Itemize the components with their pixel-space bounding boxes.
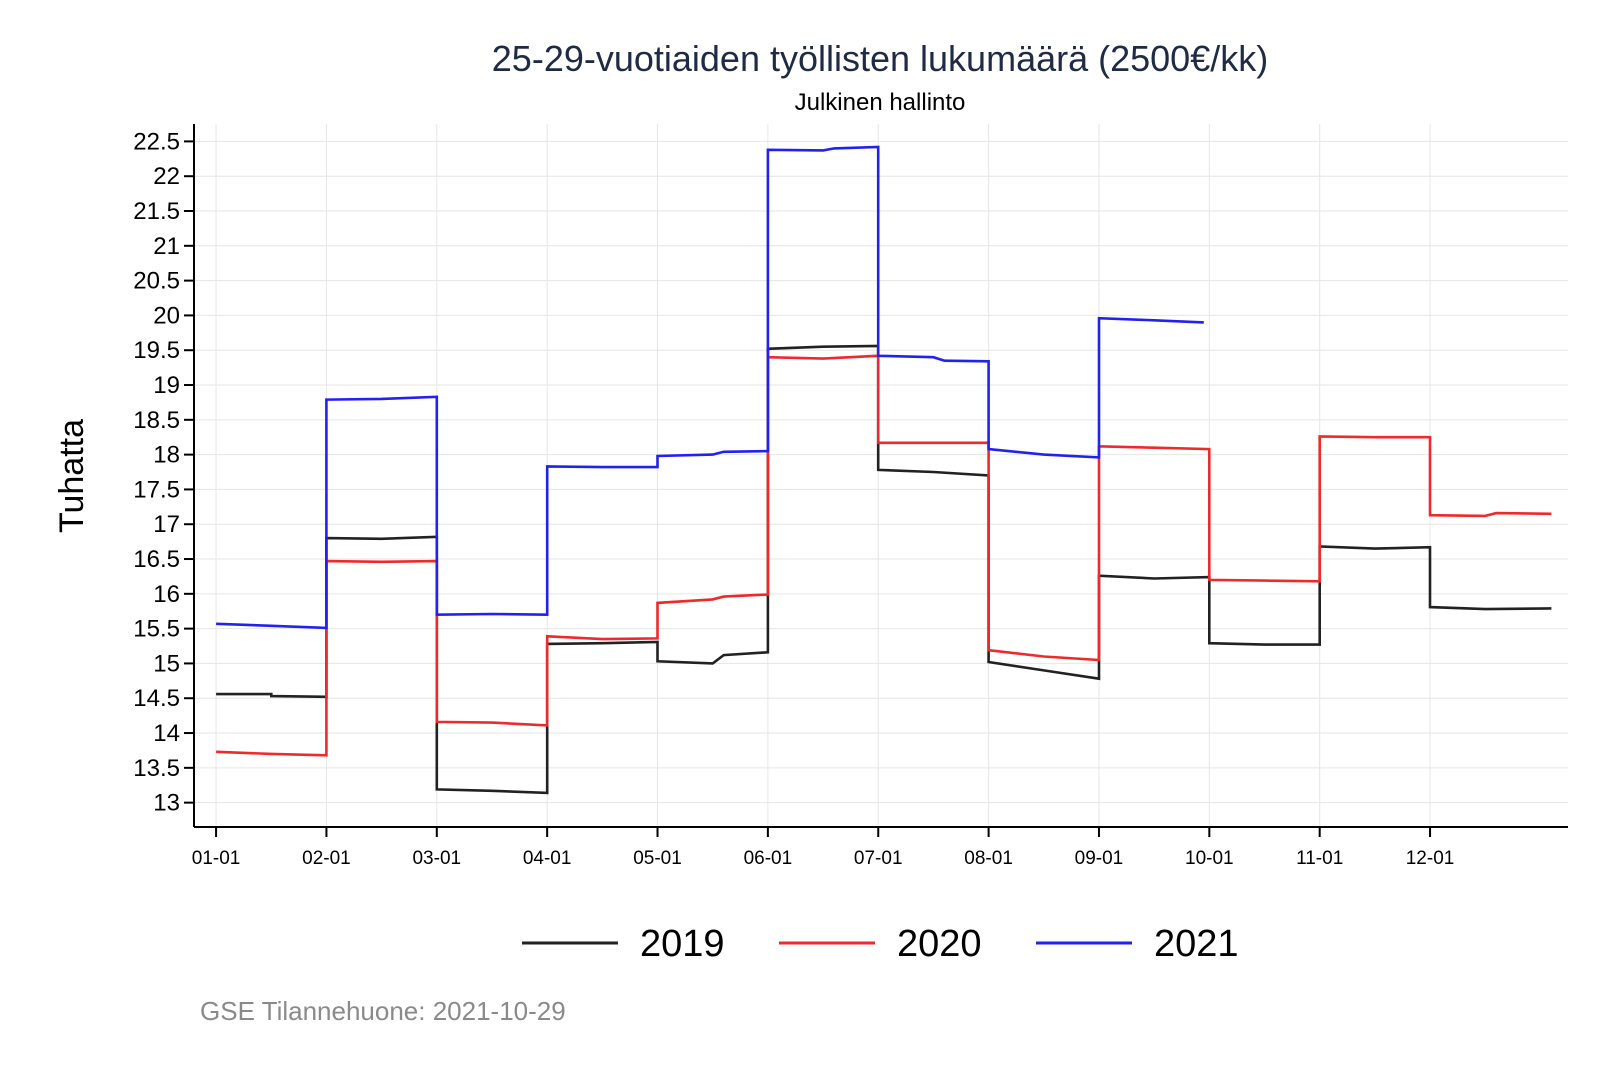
legend: 2019 2020 2021 [522, 923, 1239, 965]
y-tick-label: 16.5 [133, 546, 180, 573]
x-tick-label: 10-01 [1185, 848, 1234, 869]
y-tick-label: 13.5 [133, 755, 180, 782]
gridlines [194, 124, 1568, 827]
series-line-2020 [216, 354, 1552, 757]
series-line-2019 [216, 344, 1552, 795]
y-tick-label: 14.5 [133, 685, 180, 712]
y-tick-label: 17.5 [133, 476, 180, 503]
x-tick-label: 05-01 [633, 848, 682, 869]
chart-subtitle: Julkinen hallinto [795, 89, 966, 116]
legend-label-2020: 2020 [897, 923, 982, 965]
y-tick-label: 20.5 [133, 268, 180, 295]
y-tick-label: 16 [153, 581, 180, 608]
x-tick-label: 07-01 [854, 848, 903, 869]
x-tick-label: 12-01 [1406, 848, 1455, 869]
chart-title: 25-29-vuotiaiden työllisten lukumäärä (2… [492, 38, 1268, 79]
y-tick-label: 15 [153, 650, 180, 677]
x-tick-label: 03-01 [412, 848, 461, 869]
y-axis-label: Tuhatta [53, 419, 91, 533]
series-line-2021 [216, 145, 1204, 630]
source-caption: GSE Tilannehuone: 2021-10-29 [200, 996, 566, 1026]
y-tick-label: 18.5 [133, 407, 180, 434]
y-tick-label: 15.5 [133, 616, 180, 643]
x-tick-label: 04-01 [523, 848, 572, 869]
legend-label-2019: 2019 [640, 923, 725, 965]
y-tick-label: 22.5 [133, 128, 180, 155]
y-tick-label: 22 [153, 163, 180, 190]
y-tick-label: 13 [153, 790, 180, 817]
y-tick-label: 19 [153, 372, 180, 399]
legend-label-2021: 2021 [1154, 923, 1239, 965]
x-tick-label: 01-01 [192, 848, 241, 869]
x-tick-label: 11-01 [1296, 848, 1343, 869]
y-tick-label: 21 [153, 233, 180, 260]
y-tick-label: 21.5 [133, 198, 180, 225]
x-tick-label: 02-01 [302, 848, 351, 869]
series-lines [216, 145, 1552, 795]
y-ticks: 13 13.5 14 14.5 15 15.5 16 16.5 17 17.5 18 18.5 19 19… [133, 128, 194, 817]
y-tick-label: 17 [153, 511, 180, 538]
x-tick-label: 08-01 [964, 848, 1013, 869]
x-ticks: 01-01 02-01 03-01 04-01 05-01 06-01 07-01 08-01… [192, 827, 1455, 869]
y-tick-label: 20 [153, 302, 180, 329]
x-tick-label: 06-01 [744, 848, 793, 869]
axes [193, 124, 1568, 828]
y-tick-label: 18 [153, 442, 180, 469]
y-tick-label: 19.5 [133, 337, 180, 364]
x-tick-label: 09-01 [1075, 848, 1124, 869]
y-tick-label: 14 [153, 720, 180, 747]
